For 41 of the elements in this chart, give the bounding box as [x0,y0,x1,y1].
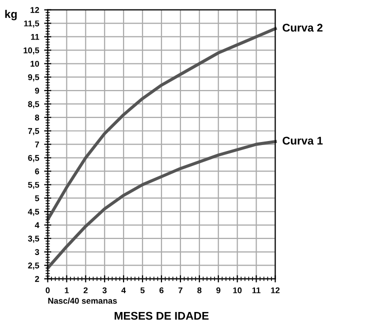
y-tick-label: 9,5 [28,74,40,82]
x-tick-label: 6 [159,287,164,294]
x-tick-label: 12 [271,287,280,294]
y-tick-label: 7,5 [28,128,40,136]
line-series [46,27,277,222]
y-tick-label: 5,5 [28,182,40,189]
x-tick-label: 4 [121,287,126,294]
y-tick-label: 10 [30,60,40,67]
y-tick-label: 7 [35,142,40,148]
y-tick-label: 2,5 [28,262,40,270]
y-tick-label: 11,5 [24,20,40,28]
y-tick-label: 11 [31,34,40,40]
y-axis-title: kg [5,10,17,20]
series-label: Curva 2 [282,24,323,32]
y-tick-label: 4,5 [28,208,40,216]
x-tick-label: 2 [84,287,88,294]
x-tick-label: 11 [252,287,260,294]
x-tick-label: 9 [216,287,220,294]
y-tick-label: 4 [34,222,40,228]
y-tick-label: 9 [35,88,40,94]
x-tick-label: 3 [102,287,107,294]
y-tick-label: 3,5 [28,236,40,243]
y-tick-label: 8 [35,114,40,121]
y-tick-label: 8,5 [28,101,40,108]
x-tick-label: 7 [178,287,182,294]
series-label: Curva 1 [282,136,323,145]
y-tick-label: 5 [35,195,40,202]
x-tick-label: 0 [46,287,50,294]
x-axis-title: MESES DE IDADE [114,312,209,320]
x-tick-label: 8 [197,287,202,294]
y-tick-label: 3 [34,249,40,256]
y-tick-label: 2 [35,276,40,282]
line-series [46,140,277,270]
y-tick-label: 10,5 [24,47,40,54]
x-tick-label: 1 [64,287,69,294]
x-tick-label: 10 [233,287,242,294]
y-tick-label: 12 [30,7,40,13]
text: Nasc/40 semanas [48,298,117,304]
x-tick-label: 5 [140,287,145,294]
y-tick-label: 6,5 [28,154,40,162]
y-tick-label: 6 [35,168,40,174]
